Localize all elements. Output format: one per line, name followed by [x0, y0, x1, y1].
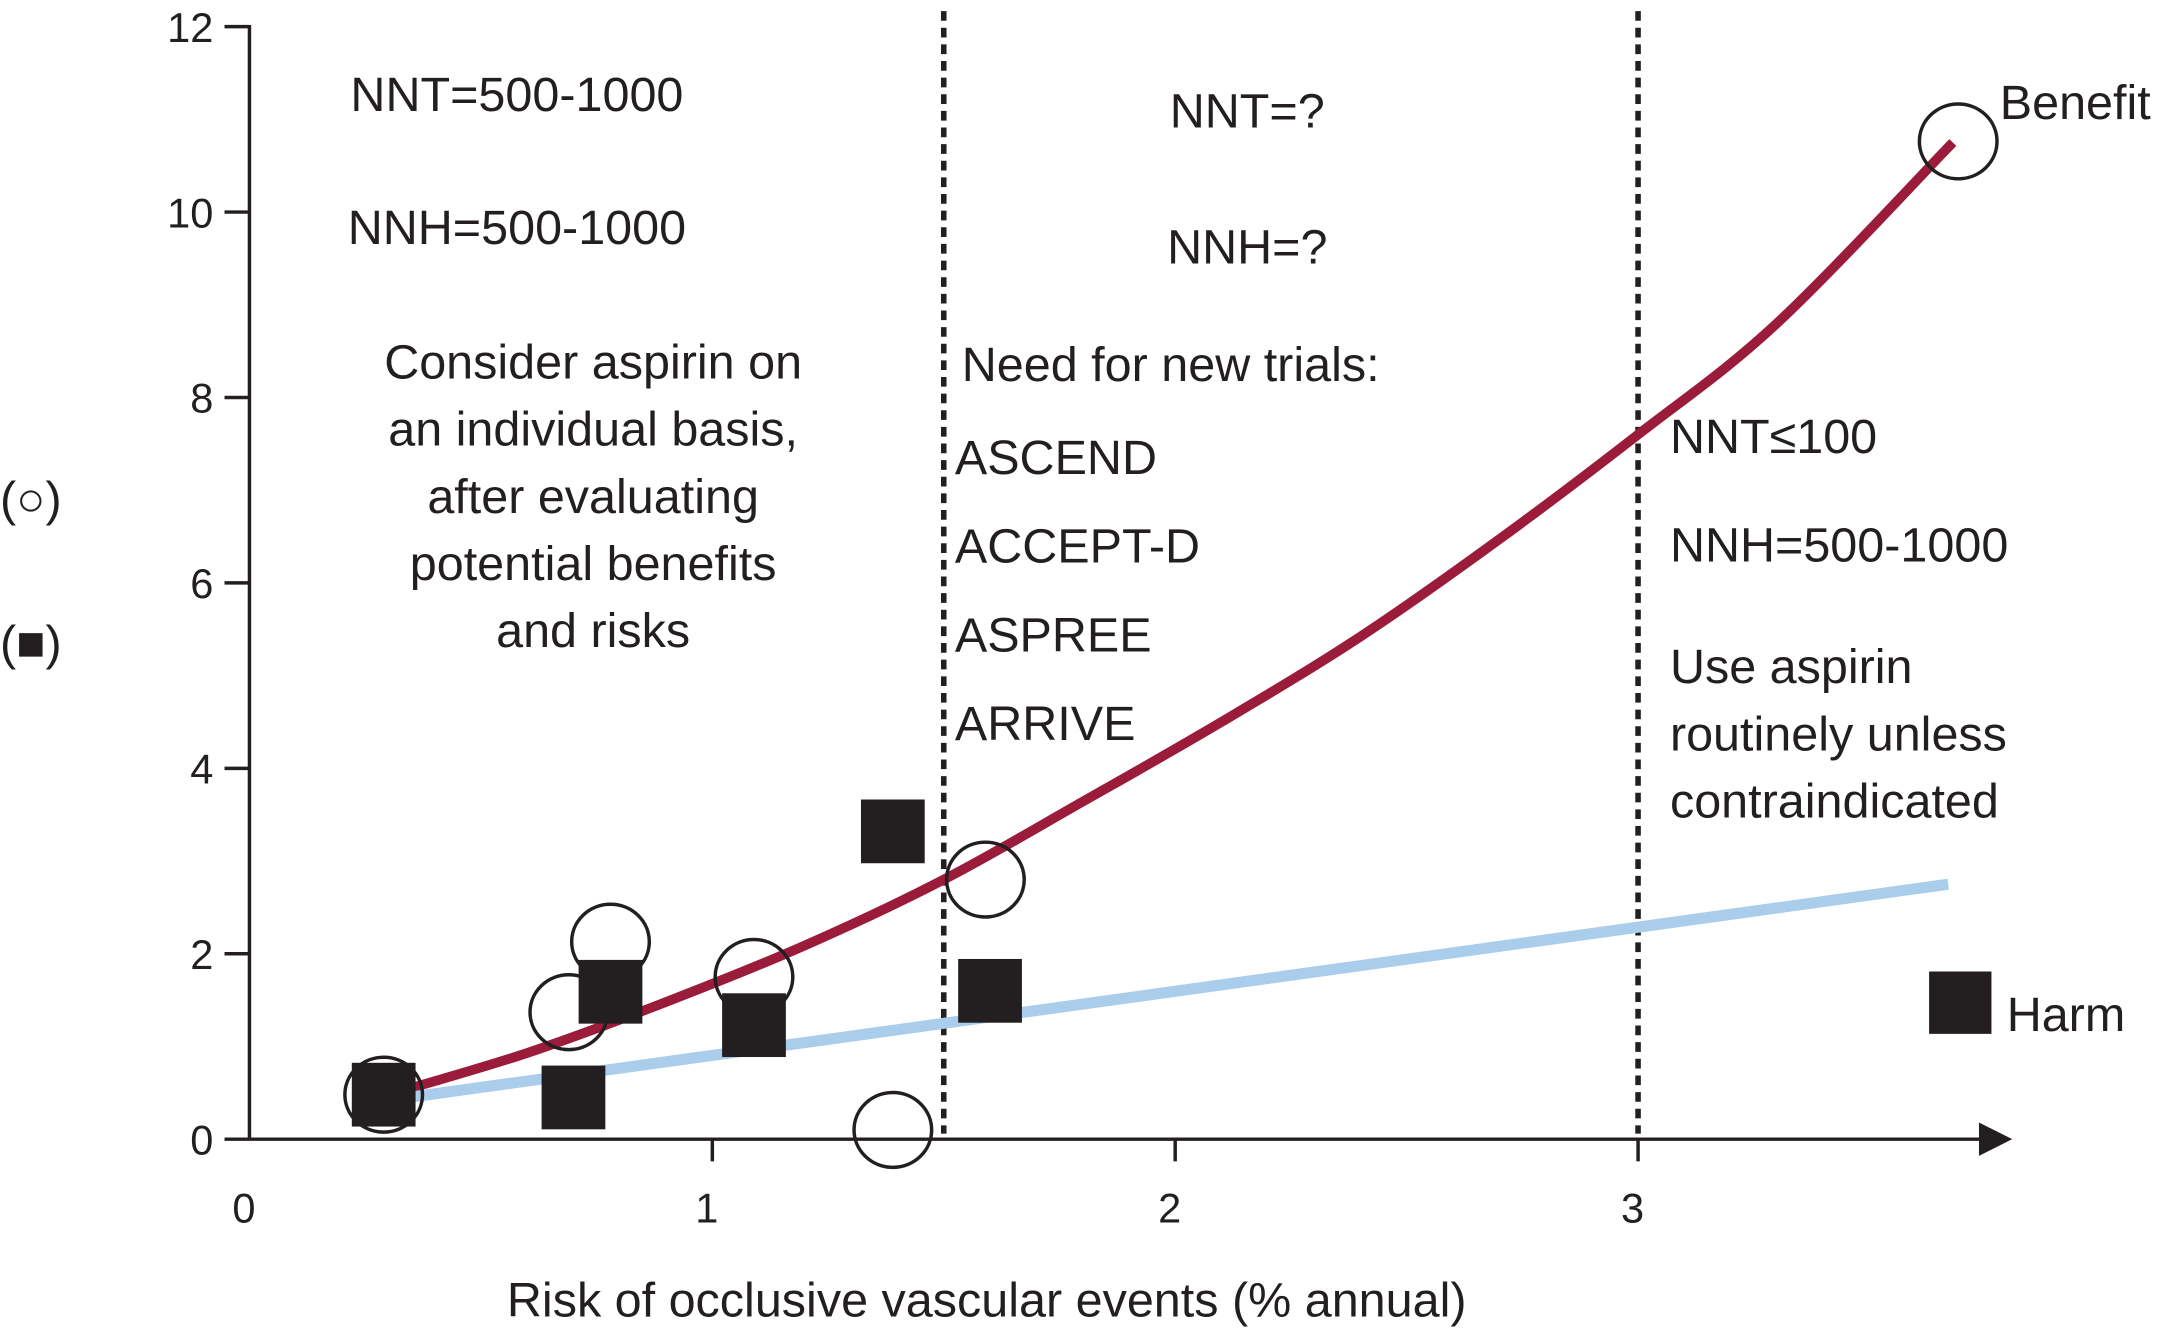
y-tick-label: 4 — [190, 746, 213, 793]
trial-name: ASCEND — [955, 431, 1157, 485]
legend-harm-label: Harm — [2007, 988, 2126, 1042]
legend-benefit-marker — [1917, 102, 1999, 181]
left-advice-line: after evaluating — [427, 470, 759, 524]
benefit-trend-line — [386, 139, 1957, 1100]
left-advice: Consider aspirin on an individual basis, a… — [384, 335, 802, 658]
harm-point — [860, 799, 925, 864]
benefit-point — [852, 1090, 934, 1170]
right-advice: Use aspirin routinely unless contraindicat… — [1670, 640, 2007, 828]
left-advice-line: Consider aspirin on — [384, 335, 802, 389]
trial-name: ACCEPT-D — [955, 520, 1200, 574]
x-tick-label: 0 — [232, 1184, 255, 1231]
trials-heading: Need for new trials: — [962, 338, 1380, 392]
y-symbol-benefit: (○) — [0, 473, 62, 527]
left-advice-line: potential benefits — [410, 537, 777, 591]
legend-harm-marker — [1929, 971, 1992, 1034]
benefit-point — [944, 840, 1026, 919]
legend-benefit-label: Benefit — [2000, 76, 2152, 130]
left-nnh: NNH=500-1000 — [348, 201, 686, 255]
right-nnh: NNH=500-1000 — [1670, 518, 2008, 572]
y-tick-label: 6 — [190, 560, 213, 607]
harm-point — [578, 959, 643, 1024]
y-tick-label: 2 — [190, 931, 213, 978]
middle-nnt: NNT=? — [1170, 85, 1325, 139]
harm-point — [351, 1062, 416, 1127]
benefit-point — [343, 1055, 425, 1134]
x-tick-label: 1 — [695, 1184, 718, 1231]
x-axis-arrow — [1978, 1122, 2013, 1156]
right-nnt: NNT≤100 — [1670, 410, 1877, 464]
y-tick-label: 10 — [167, 189, 213, 236]
trials-list: ASCEND ACCEPT-D ASPREE ARRIVE — [955, 431, 1200, 751]
harm-point — [722, 993, 786, 1058]
harm-point — [958, 958, 1022, 1023]
right-advice-line: Use aspirin — [1670, 640, 1913, 694]
y-symbol-harm: (■) — [0, 617, 62, 671]
left-nnt: NNT=500-1000 — [350, 68, 683, 122]
harm-point — [541, 1065, 606, 1130]
y-tick-label: 0 — [190, 1116, 213, 1163]
x-axis-label: Risk of occlusive vascular events (% ann… — [507, 1274, 1467, 1328]
x-tick-label: 2 — [1158, 1184, 1181, 1231]
middle-nnh: NNH=? — [1167, 220, 1327, 274]
trial-name: ASPREE — [955, 608, 1152, 662]
y-tick-label: 12 — [167, 4, 213, 51]
right-advice-line: routinely unless — [1670, 707, 2007, 761]
left-advice-line: an individual basis, — [388, 403, 798, 457]
x-tick-label: 3 — [1621, 1184, 1644, 1231]
harm-trend-line — [387, 878, 1949, 1106]
right-advice-line: contraindicated — [1670, 775, 1999, 829]
left-advice-line: and risks — [496, 604, 690, 658]
y-tick-label: 8 — [190, 375, 213, 422]
trial-name: ARRIVE — [955, 697, 1136, 751]
